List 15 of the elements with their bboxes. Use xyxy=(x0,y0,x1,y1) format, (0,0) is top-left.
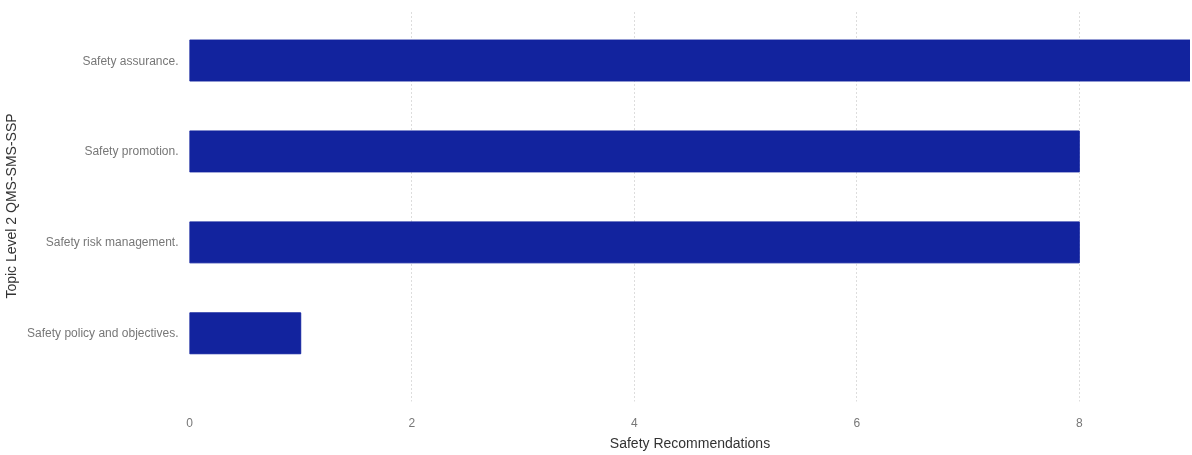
y-tick-label: Safety promotion. xyxy=(84,144,179,159)
bar xyxy=(189,221,1080,264)
y-axis-title: Topic Level 2 QMS-SMS-SSP xyxy=(3,113,20,299)
y-tick-label: Safety assurance. xyxy=(82,53,179,68)
x-tick-label: 6 xyxy=(853,415,861,430)
bar xyxy=(189,39,1190,82)
x-tick-label: 0 xyxy=(186,415,194,430)
x-tick-label: 2 xyxy=(408,415,416,430)
bar xyxy=(189,130,1080,173)
x-axis-title: Safety Recommendations xyxy=(609,434,771,451)
x-tick-label: 8 xyxy=(1075,415,1083,430)
bar xyxy=(189,312,302,355)
x-tick-label: 4 xyxy=(631,415,639,430)
y-tick-label: Safety risk management. xyxy=(45,235,179,250)
y-tick-label: Safety policy and objectives. xyxy=(27,326,179,341)
